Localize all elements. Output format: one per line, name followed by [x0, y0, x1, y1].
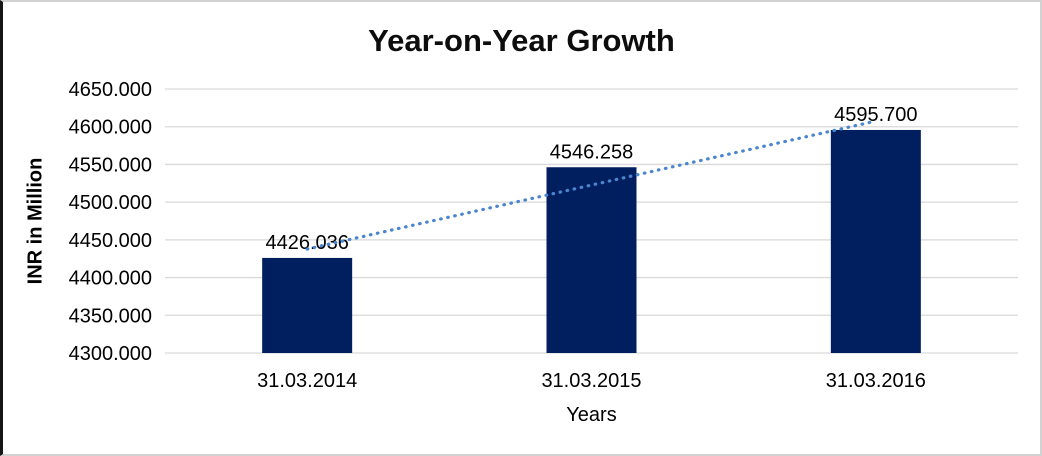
chart-title: Year-on-Year Growth [368, 23, 675, 58]
bar [546, 167, 637, 353]
x-axis-title: Years [566, 404, 617, 426]
x-tick-label: 31.03.2014 [257, 370, 357, 392]
y-tick-label: 4300.000 [69, 343, 152, 365]
y-tick-label: 4600.000 [69, 117, 152, 139]
bar-data-label: 4546.258 [550, 141, 633, 163]
y-tick-label: 4500.000 [69, 192, 152, 214]
x-tick-label: 31.03.2015 [541, 370, 641, 392]
bar-data-label: 4426.036 [265, 232, 348, 254]
y-tick-label: 4450.000 [69, 230, 152, 252]
x-tick-label: 31.03.2016 [826, 370, 926, 392]
y-tick-label: 4650.000 [69, 79, 152, 101]
y-tick-label: 4550.000 [69, 154, 152, 176]
bar [830, 129, 921, 353]
y-tick-label: 4350.000 [69, 305, 152, 327]
y-tick-label: 4400.000 [69, 268, 152, 290]
bar [262, 257, 353, 353]
plot-area: 4300.000 4350.000 4400.000 4450.000 4500.000… [69, 79, 1018, 392]
bar-data-label: 4595.700 [834, 104, 917, 126]
